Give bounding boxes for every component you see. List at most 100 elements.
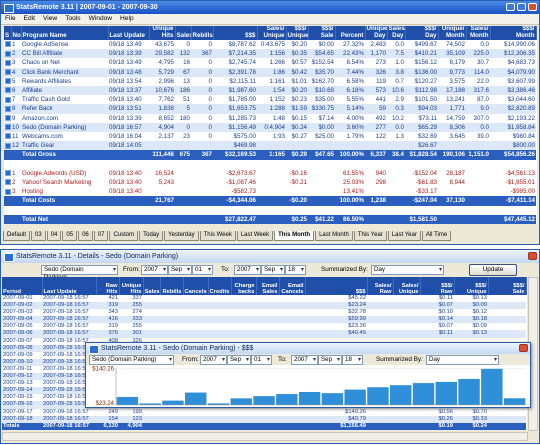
to-month[interactable]: Sep (261, 265, 285, 275)
tab[interactable]: Today (139, 231, 164, 241)
bar (298, 391, 321, 405)
menu-item[interactable]: Edit (23, 15, 35, 22)
tab[interactable]: Yesterday (164, 231, 199, 241)
table-cell: 199 (132, 408, 142, 415)
table-cell (160, 309, 183, 316)
to-year[interactable]: 2007 (291, 355, 318, 365)
spacer-cell (4, 206, 536, 215)
bar (139, 403, 161, 405)
details-controls: Sedo (Domain Parking) From: 2007 Sep 01 … (1, 264, 539, 281)
from-day[interactable]: 01 (251, 355, 272, 365)
table-cell: 10.6 (387, 86, 405, 96)
tab[interactable]: 06 (78, 231, 93, 241)
table-cell: 8,652 (158, 114, 174, 122)
to-day[interactable]: 18 (342, 355, 363, 365)
table-cell: 29,582 (149, 49, 175, 59)
from-year[interactable]: 2007 (200, 355, 227, 365)
table-cell: $0.23 (291, 96, 307, 104)
table-cell (279, 330, 305, 338)
period-row: 2007-09-11 2007-09-18 16:57 (2, 366, 526, 373)
tab[interactable]: This Month (274, 231, 315, 241)
bar (367, 387, 389, 405)
bar (162, 400, 184, 405)
table-cell: $0.07 (438, 323, 453, 330)
table-cell: $0.14 (420, 316, 454, 324)
tab[interactable]: Default (3, 231, 31, 241)
program-row: 10 Sedo (Domain Parking) 09/18 16:57 4,904 0… (4, 122, 536, 133)
table-cell (279, 415, 305, 423)
from-month[interactable]: Sep (227, 355, 251, 365)
table-cell: 2007-09-01 (3, 295, 33, 301)
program-select[interactable]: Sedo (Domain Parking) (41, 265, 118, 281)
summarized-select[interactable]: Day (371, 265, 444, 275)
table-cell: 5 (12, 77, 16, 85)
menu-item[interactable]: Window (88, 15, 113, 22)
tab[interactable]: 04 (46, 231, 62, 241)
table-cell: Total Net (21, 214, 108, 225)
program-row: 6 Affiliate 09/18 13:37 10,676 186 0 $1,987.60… (4, 86, 536, 96)
table-cell (175, 141, 191, 151)
tab[interactable]: Last Week (236, 231, 274, 241)
table-cell (191, 178, 213, 187)
update-button[interactable]: Update (469, 264, 517, 276)
table-cell: 2007-09-08 (2, 344, 42, 352)
table-cell (231, 415, 256, 423)
table-cell (231, 330, 256, 338)
header-text: $$$/ (424, 26, 437, 33)
close-button[interactable] (528, 3, 537, 11)
from-year[interactable]: 2007 (141, 265, 168, 275)
table-cell: 298 (375, 179, 386, 187)
close-button[interactable] (519, 344, 528, 352)
from-month[interactable]: Sep (168, 265, 192, 275)
table-cell: $499.67 (414, 41, 437, 48)
header-text: Sales (144, 288, 160, 295)
table-cell: $980.84 (512, 133, 535, 141)
from-day[interactable]: 01 (192, 265, 213, 275)
menu-item[interactable]: Help (120, 15, 134, 22)
bar (481, 368, 503, 405)
to-month[interactable]: Sep (318, 355, 342, 365)
table-cell (149, 141, 175, 151)
tab[interactable]: This Week (199, 231, 236, 241)
header-text: $$$/ (294, 26, 307, 33)
to-year[interactable]: 2007 (234, 265, 261, 275)
tab[interactable]: Last Month (315, 231, 353, 241)
tab[interactable]: This Year (353, 231, 387, 241)
maximize-button[interactable] (517, 3, 526, 11)
app-icon (89, 345, 99, 354)
header-row: S No Program Name Last Update Unique Hits Sale… (4, 26, 537, 40)
table-cell: 0 (208, 114, 212, 122)
menu-item[interactable]: File (5, 15, 16, 22)
horizontal-scrollbar[interactable] (2, 432, 528, 441)
header-text: Sales/ (374, 282, 392, 289)
table-cell: 0.0 (387, 122, 405, 133)
menu-item[interactable]: Tools (65, 15, 81, 22)
tab[interactable]: 05 (62, 231, 78, 241)
table-cell: 09/18 13:39 (108, 49, 149, 59)
program-select[interactable]: Sedo (Domain Parking) (89, 355, 174, 365)
close-button[interactable] (528, 252, 537, 260)
table-cell (231, 323, 256, 330)
tab[interactable]: Custom (109, 231, 139, 241)
table-cell: $32.78 (348, 309, 366, 316)
tab[interactable]: Last Year (387, 231, 421, 241)
header-text: $$$ (355, 288, 366, 295)
table-cell (160, 330, 183, 338)
to-day[interactable]: 18 (285, 265, 306, 275)
table-cell: 225.0 (466, 49, 490, 59)
status-cell (4, 104, 11, 114)
minimize-button[interactable] (506, 3, 515, 11)
table-cell: 3,645 (449, 133, 465, 141)
title-bar: StatsRemote 3.11 - Sedo (Domain Parking)… (86, 343, 530, 354)
tab[interactable]: All Time (421, 231, 452, 241)
status-cell (4, 40, 11, 49)
summarized-label: Summarized By: (376, 356, 423, 363)
tab[interactable]: 07 (93, 231, 109, 241)
table-cell (367, 323, 393, 330)
summarized-select[interactable]: Day (426, 355, 499, 365)
column-header: $$$/Sale (488, 277, 527, 295)
status-cell (4, 214, 11, 225)
menu-item[interactable]: View (43, 15, 58, 22)
table-cell: 67 (175, 67, 191, 77)
tab[interactable]: 03 (31, 231, 46, 241)
